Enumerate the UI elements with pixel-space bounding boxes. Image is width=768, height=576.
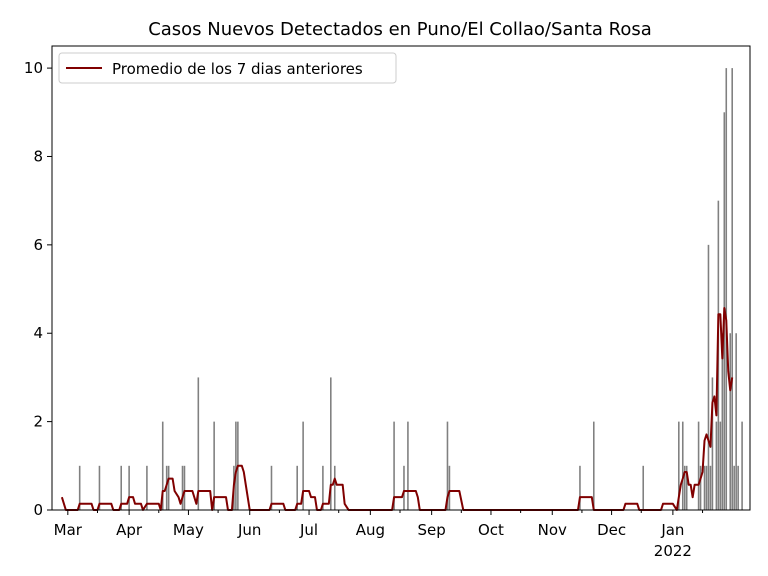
bar-49 [735, 333, 737, 510]
x-tick-label: Nov [538, 521, 567, 539]
x-tick-label: Jun [237, 521, 261, 539]
legend-box [58, 52, 397, 84]
y-tick-label: 8 [33, 147, 43, 165]
bar-19 [330, 377, 332, 510]
bar-46 [729, 333, 732, 510]
bar-3 [128, 465, 130, 510]
y-tick-label: 0 [33, 501, 43, 519]
chart-title: Casos Nuevos Detectados en Puno/El Colla… [148, 19, 652, 40]
legend-label: Promedio de los 7 dias anteriores [112, 60, 363, 78]
bar-13 [235, 421, 237, 510]
bar-0 [78, 465, 81, 510]
x-tick-label: Jul [299, 521, 318, 539]
bar-27 [579, 465, 581, 510]
bar-30 [681, 421, 684, 510]
y-axis: 0 2 4 6 8 10 [24, 59, 52, 519]
bar-2 [120, 465, 122, 510]
plot-frame [51, 45, 751, 511]
legend: Promedio de los 7 dias anteriores [58, 52, 397, 84]
bar-50 [737, 465, 739, 510]
average-line [60, 307, 734, 511]
bar-43 [721, 333, 724, 510]
bar-48 [733, 465, 735, 510]
bar-42 [719, 421, 722, 510]
x-tick-label: Aug [356, 521, 385, 539]
bar-20 [333, 465, 336, 510]
bar-11 [213, 421, 215, 510]
bar-5 [161, 421, 164, 510]
bar-28 [642, 465, 645, 510]
x-tick-label: May [173, 521, 204, 539]
bar-32 [685, 465, 688, 510]
bar-40 [715, 421, 718, 510]
x-tick-sublabel: 2022 [654, 542, 692, 560]
bar-25 [448, 465, 451, 510]
bar-18 [322, 465, 324, 510]
x-tick-label: Mar [54, 521, 83, 539]
bar-22 [403, 465, 405, 510]
bar-1 [98, 465, 101, 510]
y-tick-label: 10 [24, 59, 43, 77]
bar-10 [197, 377, 200, 510]
x-tick-label: Jan [660, 521, 684, 539]
bar-7 [167, 465, 170, 510]
bar-26 [593, 421, 595, 510]
bar-23 [407, 421, 409, 510]
x-axis: Mar Apr May Jun Jul Aug Sep Oct Nov Dec Jan 2022 [54, 510, 704, 560]
bar-21 [393, 421, 395, 510]
line-series [60, 307, 734, 511]
bar-8 [181, 465, 184, 510]
bar-38 [709, 465, 712, 510]
bar-34 [699, 465, 702, 510]
x-tick-label: Apr [116, 521, 143, 539]
bar-51 [741, 421, 743, 510]
bar-33 [697, 421, 700, 510]
bar-29 [678, 421, 680, 510]
y-tick-label: 2 [33, 413, 43, 431]
bar-35 [703, 465, 706, 510]
bar-9 [183, 465, 186, 510]
bar-45 [725, 68, 728, 510]
bar-31 [683, 465, 686, 510]
y-tick-label: 4 [33, 324, 43, 342]
bar-39 [711, 377, 714, 510]
bar-24 [446, 421, 449, 510]
x-tick-label: Sep [418, 521, 446, 539]
bar-15 [270, 465, 273, 510]
x-tick-label: Dec [597, 521, 626, 539]
y-tick-label: 6 [33, 236, 43, 254]
bar-series [78, 68, 743, 511]
x-tick-label: Oct [478, 521, 504, 539]
bar-47 [731, 68, 733, 510]
bar-36 [705, 465, 708, 510]
bar-16 [296, 465, 298, 510]
bar-17 [302, 421, 304, 510]
bar-4 [146, 465, 148, 510]
bar-37 [707, 244, 710, 511]
